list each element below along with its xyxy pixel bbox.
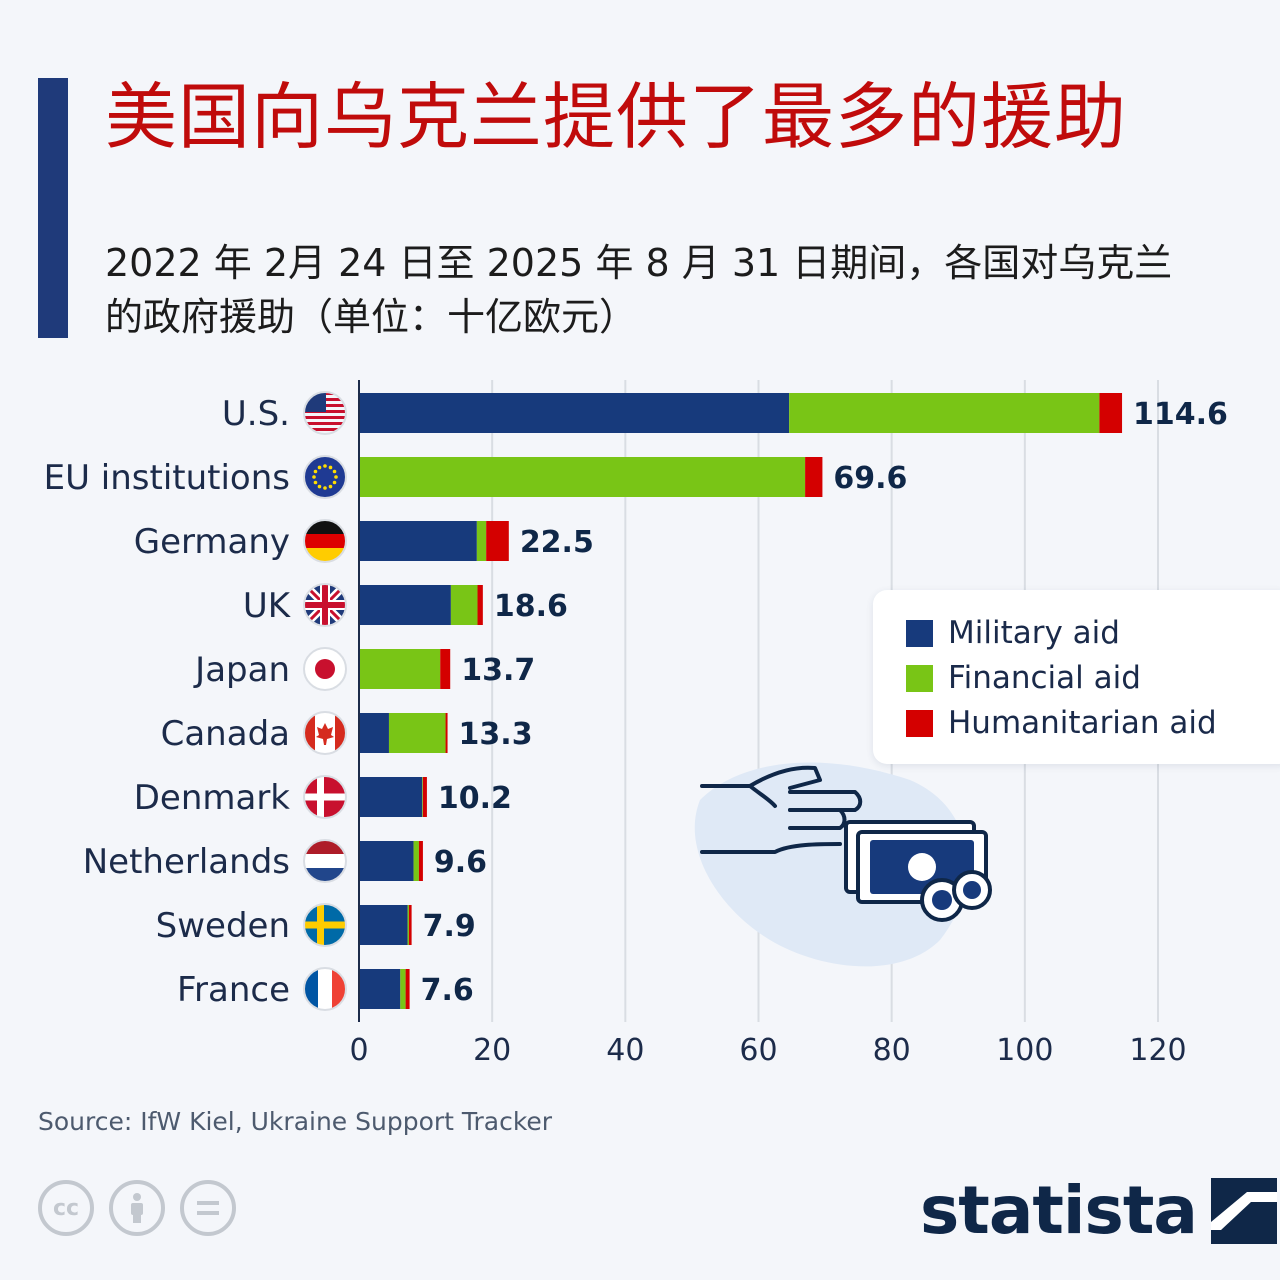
category-label: Sweden <box>156 906 290 946</box>
legend-item-financial: Financial aid <box>906 660 1141 696</box>
legend-item-military: Military aid <box>906 615 1120 651</box>
legend-label-financial: Financial aid <box>948 660 1141 696</box>
x-tick-label: 60 <box>739 1033 777 1068</box>
flags <box>303 391 347 1011</box>
bar-segment <box>440 649 451 689</box>
chart-title: 美国向乌克兰提供了最多的援助 <box>105 75 1128 159</box>
uk-flag-icon <box>303 583 347 627</box>
bar-segment <box>476 521 487 561</box>
x-tick-label: 0 <box>349 1033 368 1068</box>
category-label: Netherlands <box>83 842 290 882</box>
category-label: U.S. <box>222 394 290 434</box>
value-label: 18.6 <box>494 589 568 624</box>
legend-label-military: Military aid <box>948 615 1120 651</box>
chart-subtitle: 2022 年 2月 24 日至 2025 年 8 月 31 日期间，各国对乌克兰… <box>105 241 1173 339</box>
legend: Military aid Financial aid Humanitarian … <box>873 590 1280 764</box>
bars <box>359 393 1123 1009</box>
bar-segment <box>450 585 478 625</box>
bar-segment <box>359 713 389 753</box>
x-tick-label: 80 <box>873 1033 911 1068</box>
legend-item-humanitarian: Humanitarian aid <box>906 705 1217 741</box>
value-label: 10.2 <box>438 781 512 816</box>
france-flag-icon <box>303 967 347 1011</box>
category-label: Denmark <box>134 778 291 818</box>
bar-segment <box>422 777 423 817</box>
bar-segment <box>1099 393 1123 433</box>
canada-flag-icon <box>303 711 347 755</box>
no-derivatives-icon[interactable] <box>180 1180 236 1236</box>
netherlands-flag-icon <box>303 839 347 883</box>
bar-segment <box>359 521 477 561</box>
source-note: Source: IfW Kiel, Ukraine Support Tracke… <box>38 1107 553 1136</box>
x-tick-label: 40 <box>606 1033 644 1068</box>
statista-logo-icon <box>1210 1177 1277 1244</box>
bar-segment <box>405 969 410 1009</box>
category-label: Germany <box>134 522 290 562</box>
bar-segment <box>359 457 806 497</box>
x-tick-label: 20 <box>473 1033 511 1068</box>
bar-segment <box>486 521 509 561</box>
bar-segment <box>422 777 427 817</box>
bar-segment <box>359 777 423 817</box>
value-labels: 114.6 69.6 22.5 18.6 13.7 13.3 10.2 9.6 7.9 7.6 <box>421 397 1228 1008</box>
value-label: 22.5 <box>520 525 594 560</box>
value-label: 13.3 <box>459 717 533 752</box>
bar-segment <box>359 649 441 689</box>
bar-segment <box>789 393 1100 433</box>
x-tick-label: 100 <box>996 1033 1053 1068</box>
hand-money-icon <box>694 762 992 967</box>
x-tick-labels: 0 20 40 60 80 100 120 <box>349 1033 1186 1068</box>
legend-swatch-humanitarian <box>906 709 933 737</box>
license-icons: cc <box>38 1180 236 1236</box>
x-tick-label: 120 <box>1129 1033 1186 1068</box>
category-label: EU institutions <box>44 458 290 498</box>
bar-segment <box>400 969 406 1009</box>
bar-segment <box>418 841 423 881</box>
bar-segment <box>359 905 408 945</box>
value-label: 9.6 <box>434 845 487 880</box>
germany-flag-icon <box>303 519 347 563</box>
legend-swatch-military <box>906 619 933 647</box>
denmark-flag-icon <box>303 775 347 819</box>
bar-segment <box>359 585 451 625</box>
category-label: UK <box>243 586 292 626</box>
category-label: Japan <box>193 650 290 690</box>
legend-swatch-financial <box>906 664 933 692</box>
bar-segment <box>805 457 823 497</box>
bar-segment <box>477 585 483 625</box>
brand-name: statista <box>920 1172 1198 1249</box>
value-label: 69.6 <box>833 461 907 496</box>
category-labels: U.S. EU institutions Germany UK Japan Canada D… <box>44 394 292 1010</box>
bar-segment <box>359 393 790 433</box>
bar-chart: U.S. EU institutions Germany UK Japan Canada D… <box>44 380 1228 1068</box>
bar-segment <box>413 841 419 881</box>
statista-logo[interactable]: statista <box>920 1172 1277 1249</box>
bar-segment <box>388 713 446 753</box>
japan-flag-icon <box>303 647 347 691</box>
bar-segment <box>359 969 401 1009</box>
cc-icon[interactable]: cc <box>38 1180 94 1236</box>
sweden-flag-icon <box>303 903 347 947</box>
bar-segment <box>445 713 448 753</box>
attribution-icon[interactable] <box>109 1180 165 1236</box>
bar-segment <box>359 841 414 881</box>
value-label: 13.7 <box>461 653 535 688</box>
value-label: 7.6 <box>421 973 474 1008</box>
accent-bar <box>38 78 68 338</box>
legend-label-humanitarian: Humanitarian aid <box>948 705 1217 741</box>
category-label: Canada <box>161 714 290 754</box>
eu-flag-icon <box>303 455 347 499</box>
value-label: 114.6 <box>1133 397 1228 432</box>
us-flag-icon <box>303 391 347 435</box>
category-label: France <box>177 970 290 1010</box>
value-label: 7.9 <box>423 909 476 944</box>
bar-segment <box>407 905 409 945</box>
bar-segment <box>408 905 412 945</box>
